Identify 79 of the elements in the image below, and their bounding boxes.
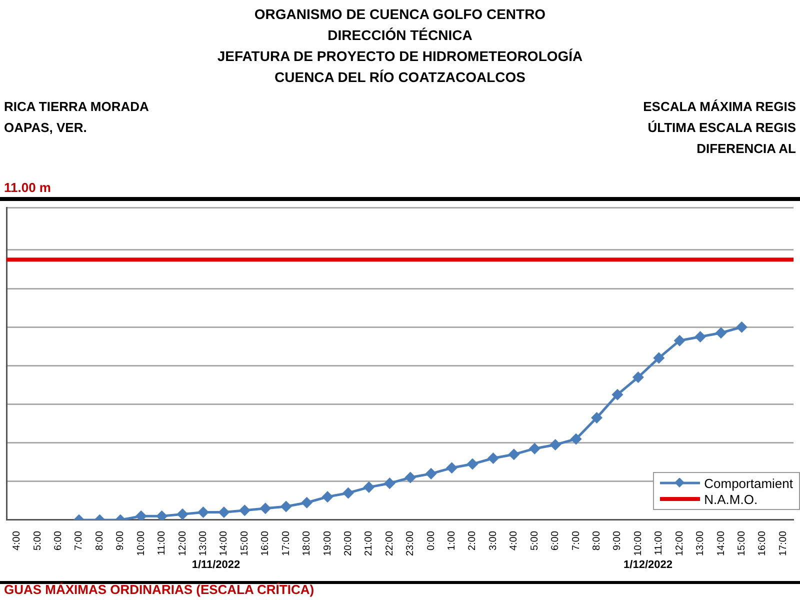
x-tick-label: 23:00: [405, 530, 416, 556]
point: [198, 507, 208, 518]
x-tick-label: 20:00: [342, 530, 354, 556]
x-tick-label: 6:00: [53, 530, 64, 550]
text: DIFERENCIA AL: [696, 140, 796, 158]
x-tick-label: 5:00: [32, 530, 44, 550]
x-tick-label: 13:00: [198, 530, 209, 556]
point: [632, 372, 644, 382]
text: ESCALA MÁXIMA REGIS: [643, 98, 796, 116]
text: GUAS MÁXIMAS ORDINARIAS (ESCALA CRÍTICA): [4, 582, 314, 598]
legend-label: N.A.M.O.: [704, 492, 758, 506]
point: [136, 510, 146, 520]
point: [570, 434, 582, 444]
point: [467, 458, 478, 470]
point: [302, 497, 312, 508]
point: [239, 505, 250, 516]
x-tick-label: 3:00: [488, 530, 499, 550]
point: [364, 482, 374, 492]
point: [260, 503, 271, 514]
x-tick-label: 16:00: [260, 530, 272, 556]
x-tick-label: 12:00: [177, 530, 188, 556]
x-tick-label: 10:00: [632, 530, 644, 556]
x-tick-label: 0:00: [426, 530, 437, 550]
x-tick-label: 9:00: [115, 530, 126, 550]
x-tick-label: 14:00: [716, 530, 727, 556]
x-tick-label: 17:00: [280, 530, 292, 556]
point: [592, 412, 602, 423]
x-tick-label: 19:00: [322, 530, 334, 556]
point: [446, 462, 458, 474]
x-tick-label: 11:00: [156, 530, 168, 556]
x-tick-label: 18:00: [302, 530, 313, 556]
x-tick-label: 16:00: [757, 530, 768, 556]
point: [280, 501, 292, 512]
point: [342, 488, 354, 498]
x-tick-label: 15:00: [239, 530, 250, 556]
legend-label: Comportamient: [704, 476, 793, 490]
x-tick-label: 22:00: [384, 530, 396, 556]
point: [716, 328, 726, 338]
x-tick-label: 17:00: [778, 530, 789, 556]
point: [612, 389, 623, 400]
point: [529, 443, 540, 454]
x-tick-label: 14:00: [218, 530, 230, 556]
text: 1/12/2022: [624, 559, 672, 571]
text: 1/11/2022: [192, 559, 240, 571]
x-tick-label: 4:00: [508, 530, 520, 550]
point: [736, 322, 747, 332]
point: [674, 335, 685, 346]
x-tick-label: 13:00: [695, 530, 706, 556]
x-tick-label: 11:00: [654, 530, 665, 556]
point: [488, 453, 498, 464]
point: [508, 449, 520, 460]
point: [405, 472, 416, 483]
point: [156, 510, 168, 520]
x-tick-label: 12:00: [674, 530, 686, 556]
point: [695, 331, 706, 342]
x-tick-label: 1:00: [446, 530, 458, 550]
point: [177, 508, 188, 520]
x-tick-label: 7:00: [570, 530, 582, 550]
x-tick-label: 8:00: [94, 530, 106, 550]
point: [218, 507, 230, 518]
point: [654, 352, 664, 364]
x-tick-label: 5:00: [529, 530, 540, 550]
text: ÚLTIMA ESCALA REGIS: [646, 119, 796, 137]
point: [550, 440, 561, 450]
chart-title: ORGANISMO DE CUENCA GOLFO CENTRO DIRECCIÓN TÉCNICA JEFATURA DE PROYECTO DE HIDROMETEOROLOGÍA CUENCA DEL RÍO COATZACOALCOS: [216, 5, 584, 87]
x-tick-label: 4:00: [12, 530, 23, 550]
x-tick-label: 9:00: [612, 530, 624, 550]
x-tick-label: 7:00: [74, 530, 85, 550]
chart-subtitle: RICA TIERRA MORADA OAPAS, VER.: [4, 98, 149, 137]
point: [384, 478, 395, 489]
text: 11.00 m: [4, 180, 51, 195]
x-tick-label: 6:00: [550, 530, 562, 550]
x-tick-label: 15:00: [736, 530, 748, 556]
x-tick-label: 8:00: [592, 530, 602, 550]
x-tick-label: 21:00: [364, 530, 375, 556]
point: [426, 468, 436, 479]
point: [322, 492, 333, 502]
x-tick-label: 10:00: [136, 530, 147, 556]
x-tick-label: 2:00: [467, 530, 478, 550]
